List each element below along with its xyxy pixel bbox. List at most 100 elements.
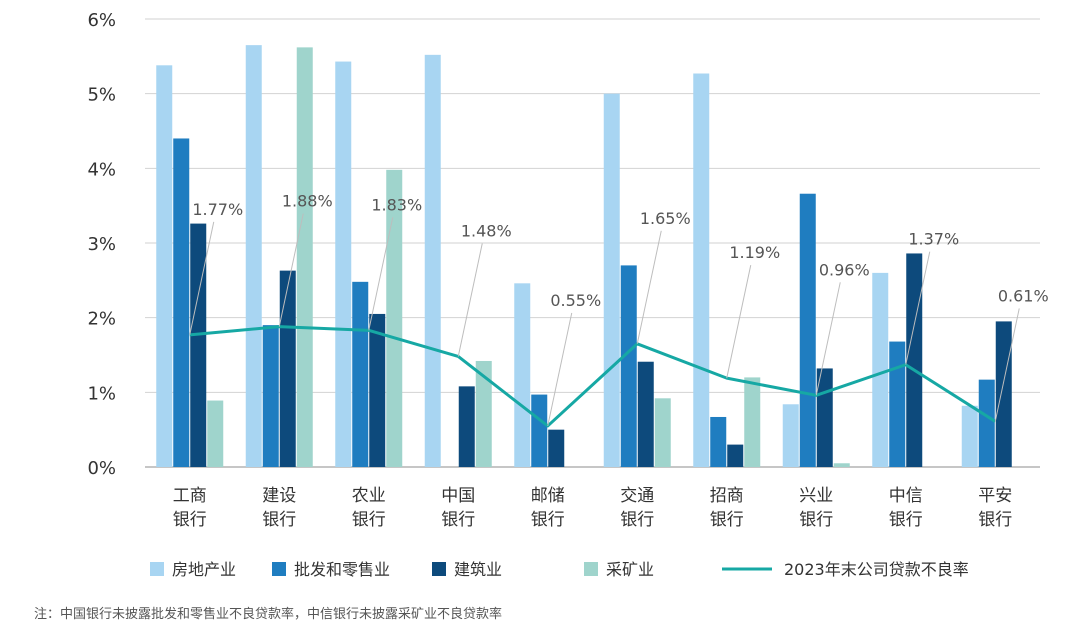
x-tick-label: 交通 [620,486,654,506]
bar-3 [995,321,1012,467]
bar-1 [424,54,441,468]
leader-line [368,217,394,331]
y-tick-label: 3% [87,234,116,255]
bar-1 [245,45,262,468]
y-tick-label: 5% [87,85,116,106]
y-tick-label: 6% [87,10,116,31]
data-label: 0.61% [998,286,1049,305]
x-tick-label: 银行 [978,510,1012,530]
data-label: 1.37% [908,230,959,249]
leader-line [905,251,931,365]
x-tick-label: 银行 [441,510,475,530]
y-tick-label: 2% [87,309,116,330]
x-tick-label: 银行 [352,510,386,530]
bar-4 [833,463,850,467]
bar-4 [654,398,671,467]
data-label: 1.88% [282,192,333,211]
bar-3 [369,313,386,467]
x-tick-label: 银行 [889,510,923,530]
bar-1 [782,404,799,467]
bar-4 [744,377,761,467]
rate-line [189,325,997,428]
legend-swatch [432,562,446,576]
legend-label: 2023年末公司贷款不良率 [784,560,969,579]
label-layer: 1.77% 1.88% 1.83% 1.48% 0.55% 1.65% 1.19% 0.96%… [189,192,1049,427]
bar-layer [156,45,1012,468]
legend-label: 建筑业 [454,560,502,579]
bar-1 [603,93,620,468]
x-tick-label: 农业 [352,486,386,506]
bar-3 [190,223,207,467]
bar-3 [458,386,475,467]
x-tick-label: 兴业 [799,486,833,506]
bar-4 [386,169,403,467]
bar-4 [296,47,313,468]
legend-label: 房地产业 [172,560,236,579]
leader-line [189,221,215,335]
bar-2 [620,265,637,467]
bar-1 [693,73,710,468]
bar-1 [156,65,173,467]
bar-3 [906,253,923,467]
leader-line [726,265,752,379]
x-tick-label: 平安 [978,486,1012,506]
leader-line [457,243,483,357]
x-tick-label: 建设 [262,486,296,506]
bar-1 [872,272,889,467]
leader-line [547,312,573,427]
legend-swatch [272,562,286,576]
x-tick-label: 工商 [173,486,207,506]
data-label: 1.65% [640,209,691,228]
leader-line [815,282,841,396]
bar-4 [475,360,492,467]
y-tick-label: 0% [87,458,116,479]
legend-swatch [584,562,598,576]
bar-1 [514,283,531,467]
bar-3 [637,361,654,467]
x-tick-label: 招商 [710,486,744,506]
leader-line [278,213,304,327]
bar-2 [352,281,369,467]
legend-label: 批发和零售业 [294,560,390,579]
bar-2 [531,394,548,467]
bar-3 [727,444,744,467]
data-label: 1.77% [192,200,243,219]
bar-2 [173,138,190,467]
data-label: 1.83% [371,195,422,214]
legend-layer: 房地产业 批发和零售业 建筑业 采矿业 2023年末公司贷款不良率 [150,560,969,579]
legend-swatch [150,562,164,576]
bar-2 [799,193,816,467]
bar-3 [279,270,296,467]
grid-layer [145,18,1040,468]
x-tick-label: 中国 [441,486,475,506]
footnote: 注：中国银行未披露批发和零售业不良贷款率，中信银行未披露采矿业不良贷款率 [34,607,503,622]
data-label: 0.96% [819,260,870,279]
line-layer [189,325,997,428]
x-tick-label: 邮储 [531,486,565,506]
x-tick-label: 中信 [889,486,923,506]
x-tick-label: 银行 [173,510,207,530]
data-label: 0.55% [550,291,601,310]
data-label: 1.19% [729,243,780,262]
bar-1 [961,405,978,467]
bar-2 [889,341,906,467]
bar-2 [710,416,727,467]
legend-label: 采矿业 [606,560,654,579]
x-tick-label: 银行 [620,510,654,530]
y-tick-label: 4% [87,159,116,180]
bar-4 [207,400,224,467]
x-tick-label: 银行 [262,510,296,530]
bar-2 [262,325,279,467]
leader-line [636,230,662,344]
bar-3 [548,429,565,467]
bar-2 [978,379,995,467]
leader-line [994,308,1020,422]
x-tick-label: 银行 [799,510,833,530]
y-tick-label: 1% [87,383,116,404]
x-tick-label: 银行 [710,510,744,530]
bar-1 [335,61,352,468]
x-tick-label: 银行 [531,510,565,530]
